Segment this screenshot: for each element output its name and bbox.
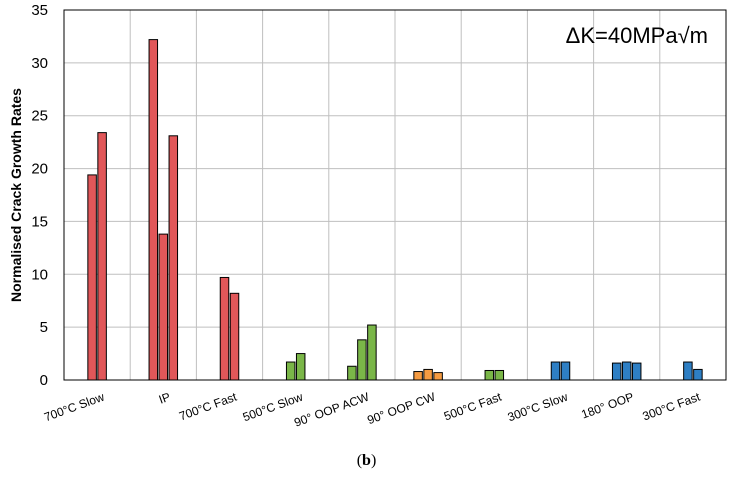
bar: [631, 362, 642, 381]
bar: [285, 361, 296, 381]
bar: [148, 39, 159, 381]
gridlines: [64, 9, 726, 381]
bar: [693, 368, 703, 381]
y-tick-label: 35: [31, 2, 48, 19]
y-tick-label: 25: [31, 108, 48, 125]
x-tick-label: IP: [157, 390, 172, 407]
x-tick-label: 700°C Fast: [177, 389, 239, 423]
bar: [560, 361, 571, 381]
bar: [494, 369, 505, 381]
x-tick-label: 90° OOP ACW: [292, 389, 371, 429]
bar: [413, 371, 423, 381]
bar: [423, 368, 433, 381]
bar: [484, 369, 495, 381]
x-tick-label: 700°C Slow: [42, 390, 106, 425]
plot-frame: [63, 9, 727, 381]
bar: [550, 361, 561, 381]
bar: [357, 339, 367, 381]
y-tick-label: 0: [40, 372, 48, 389]
figure-caption: (b): [356, 452, 377, 469]
bar-chart: 0 5 10 15 20 25 30 35 700°C Slow IP 700°C Fast 500…: [8, 2, 727, 430]
y-tick-label: 30: [31, 55, 48, 72]
bar: [168, 135, 179, 381]
y-tick-label: 20: [31, 161, 48, 178]
bar: [683, 361, 693, 381]
bar: [611, 362, 622, 381]
x-tick-label: 300°C Fast: [641, 389, 703, 423]
bar: [367, 324, 377, 381]
y-axis-label: Normalised Crack Growth Rates: [8, 88, 24, 302]
x-tick-label: 180° OOP: [579, 390, 635, 422]
bar: [87, 174, 97, 381]
bar: [158, 233, 169, 381]
bar: [219, 276, 230, 381]
x-tick-label: 300°C Slow: [506, 390, 570, 425]
x-tick-label: 500°C Fast: [442, 389, 504, 423]
y-tick-label: 10: [31, 266, 48, 283]
y-tick-label: 5: [40, 319, 48, 336]
bar: [433, 372, 443, 381]
bars: [87, 39, 703, 381]
y-tick-label: 15: [31, 213, 48, 230]
bar: [229, 292, 240, 381]
x-tick-label: 90° OOP CW: [365, 389, 437, 427]
bar: [97, 132, 107, 381]
y-tick-labels: 0 5 10 15 20 25 30 35: [31, 2, 48, 389]
delta-k-annotation: ΔK=40MPa√m: [566, 23, 708, 48]
bar: [295, 353, 306, 381]
bar: [347, 365, 357, 381]
bar: [621, 361, 632, 381]
caption-text: b: [362, 452, 371, 469]
